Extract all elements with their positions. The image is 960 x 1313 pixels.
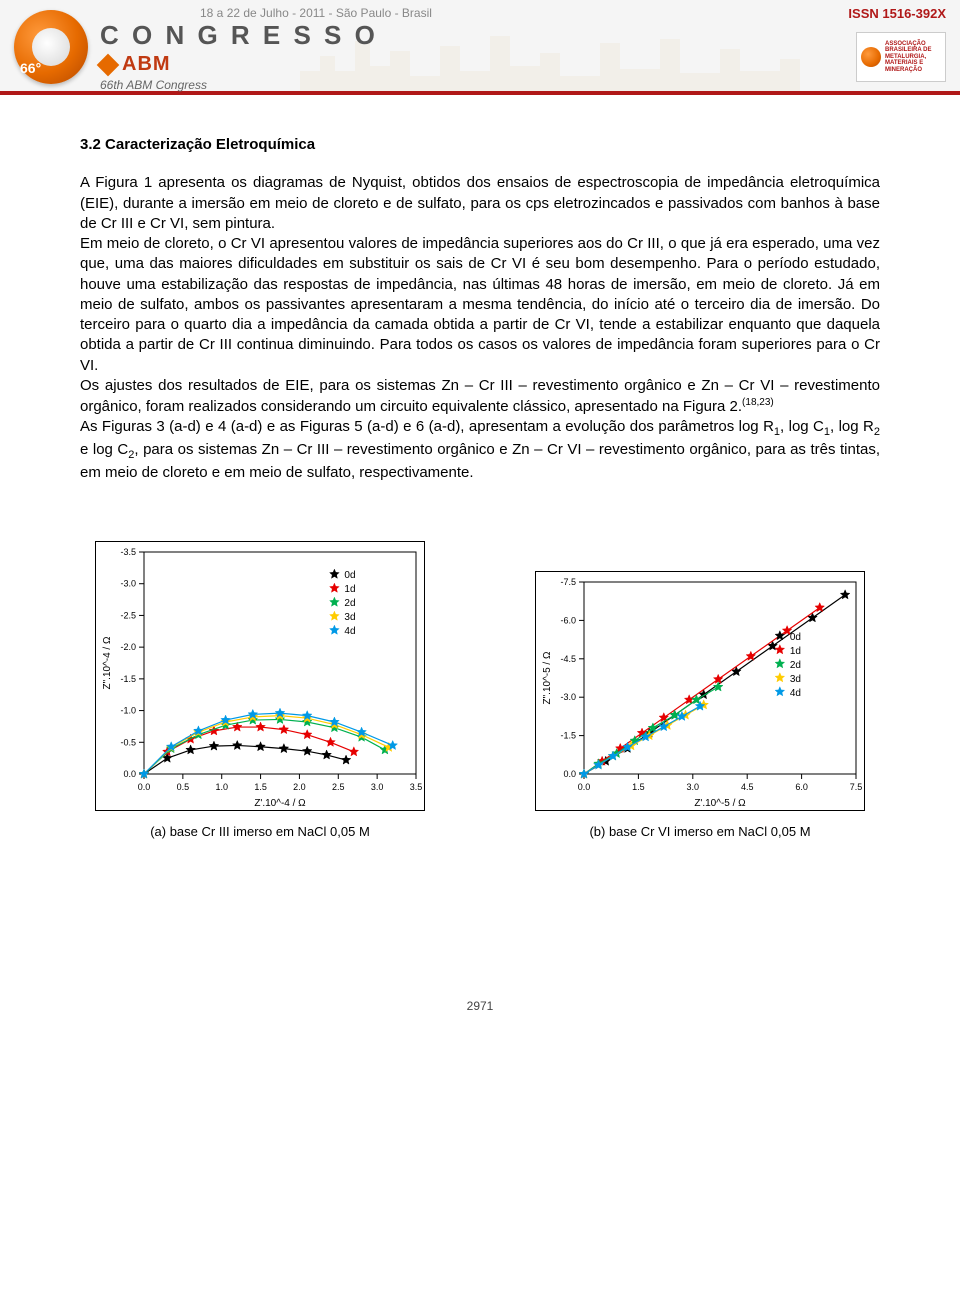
svg-text:3.5: 3.5: [410, 782, 423, 792]
partner-logo-text: ASSOCIAÇÃO BRASILEIRA DE METALURGIA, MAT…: [885, 41, 941, 74]
svg-text:1d: 1d: [790, 646, 801, 657]
svg-text:1.5: 1.5: [254, 782, 267, 792]
svg-text:-3.0: -3.0: [120, 579, 136, 589]
svg-text:-4.5: -4.5: [560, 654, 576, 664]
svg-text:1.5: 1.5: [632, 782, 645, 792]
svg-text:-1.5: -1.5: [560, 731, 576, 741]
badge-text: 66°: [20, 60, 41, 76]
svg-text:Z'.10^-4 / Ω: Z'.10^-4 / Ω: [254, 798, 306, 809]
chart-a-block: 0.0 0.5 1.0 1.5 2.0 2.5 3.0 3.5 0.0 -0.5 -1.0 -1.5 -…: [95, 541, 425, 839]
section-body: A Figura 1 apresenta os diagramas de Nyq…: [80, 173, 880, 483]
svg-text:2.0: 2.0: [293, 782, 306, 792]
abm-diamond-icon: [97, 53, 120, 76]
header-issn: ISSN 1516-392X: [848, 6, 946, 21]
svg-text:-7.5: -7.5: [560, 577, 576, 587]
svg-text:1.0: 1.0: [215, 782, 228, 792]
congress-title: C O N G R E S S O: [100, 20, 378, 51]
svg-text:6.0: 6.0: [795, 782, 808, 792]
chart-b-block: 0.0 1.5 3.0 4.5 6.0 7.5 0.0 -1.5 -3.0 -4.5 -6.0 -7.…: [535, 571, 865, 839]
svg-text:0.0: 0.0: [138, 782, 151, 792]
partner-logo-icon: [861, 47, 881, 67]
main-content: 3.2 Caracterização Eletroquímica A Figur…: [0, 95, 960, 513]
svg-text:0.0: 0.0: [563, 769, 576, 779]
nyquist-chart-a: 0.0 0.5 1.0 1.5 2.0 2.5 3.0 3.5 0.0 -0.5 -1.0 -1.5 -…: [95, 541, 425, 811]
svg-text:0.5: 0.5: [177, 782, 190, 792]
svg-text:0d: 0d: [344, 570, 355, 581]
subcongress-text: 66th ABM Congress: [100, 78, 378, 92]
header-date: 18 a 22 de Julho - 2011 - São Paulo - Br…: [200, 6, 432, 20]
svg-text:-3.5: -3.5: [120, 547, 136, 557]
svg-text:Z".10^-4 / Ω: Z".10^-4 / Ω: [102, 636, 113, 689]
chart-b-caption: (b) base Cr VI imerso em NaCl 0,05 M: [535, 824, 865, 839]
svg-text:-1.5: -1.5: [120, 674, 136, 684]
svg-text:2d: 2d: [790, 660, 801, 671]
svg-text:-0.5: -0.5: [120, 737, 136, 747]
svg-text:7.5: 7.5: [850, 782, 863, 792]
svg-text:2.5: 2.5: [332, 782, 345, 792]
svg-text:4d: 4d: [344, 626, 355, 637]
svg-text:2d: 2d: [344, 598, 355, 609]
svg-text:3.0: 3.0: [371, 782, 384, 792]
svg-text:-2.5: -2.5: [120, 611, 136, 621]
page-number: 2971: [0, 999, 960, 1013]
svg-text:Z'.10^-5 / Ω: Z'.10^-5 / Ω: [694, 798, 746, 809]
section-heading: 3.2 Caracterização Eletroquímica: [80, 135, 880, 155]
charts-row: 0.0 0.5 1.0 1.5 2.0 2.5 3.0 3.5 0.0 -0.5 -1.0 -1.5 -…: [0, 541, 960, 839]
abm-text: ABM: [122, 53, 171, 76]
svg-text:3d: 3d: [344, 612, 355, 623]
nyquist-chart-b: 0.0 1.5 3.0 4.5 6.0 7.5 0.0 -1.5 -3.0 -4.5 -6.0 -7.…: [535, 571, 865, 811]
svg-text:0.0: 0.0: [123, 769, 136, 779]
partner-logo: ASSOCIAÇÃO BRASILEIRA DE METALURGIA, MAT…: [856, 32, 946, 82]
svg-text:-1.0: -1.0: [120, 706, 136, 716]
congress-title-block: C O N G R E S S O ABM 66th ABM Congress: [100, 20, 378, 92]
svg-text:1d: 1d: [344, 584, 355, 595]
svg-text:-3.0: -3.0: [560, 692, 576, 702]
svg-text:4.5: 4.5: [741, 782, 754, 792]
svg-text:3.0: 3.0: [687, 782, 700, 792]
svg-text:0d: 0d: [790, 632, 801, 643]
svg-text:0.0: 0.0: [578, 782, 591, 792]
svg-text:-2.0: -2.0: [120, 642, 136, 652]
badge-66-icon: 66°: [14, 10, 88, 84]
svg-text:-6.0: -6.0: [560, 616, 576, 626]
chart-a-caption: (a) base Cr III imerso em NaCl 0,05 M: [95, 824, 425, 839]
svg-text:Z".10^-5 / Ω: Z".10^-5 / Ω: [542, 651, 553, 704]
page-header: 18 a 22 de Julho - 2011 - São Paulo - Br…: [0, 0, 960, 95]
svg-text:4d: 4d: [790, 688, 801, 699]
svg-text:3d: 3d: [790, 674, 801, 685]
